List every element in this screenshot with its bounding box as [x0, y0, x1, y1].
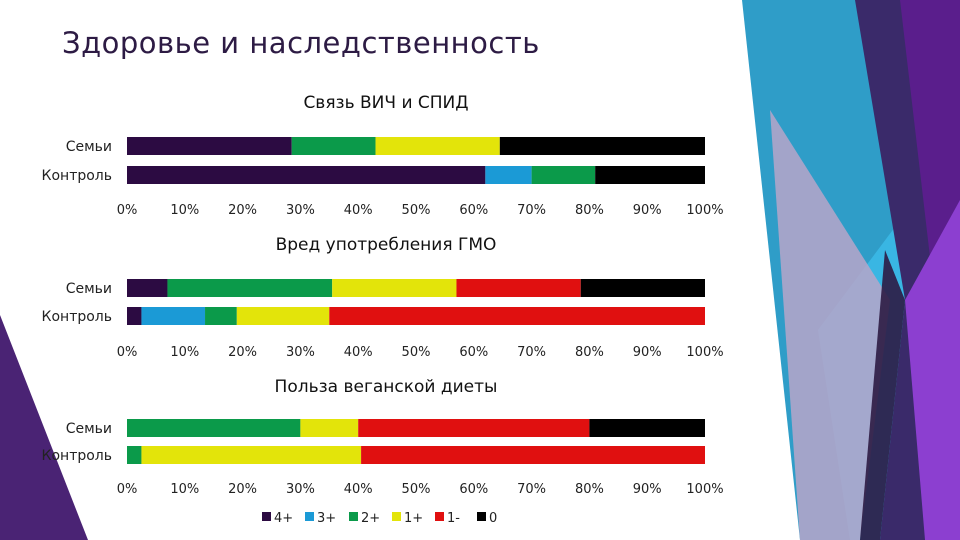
legend-swatch	[392, 512, 401, 521]
legend: 4+ 3+ 2+ 1+ 1- 0	[262, 511, 497, 526]
bar-segment	[205, 307, 237, 325]
x-tick-label: 50%	[402, 345, 431, 360]
bar-segment	[589, 419, 705, 437]
legend-swatch	[349, 512, 358, 521]
category-label: Семьи	[66, 421, 112, 437]
bar-segment	[499, 137, 705, 155]
x-tick-label: 70%	[517, 345, 546, 360]
bar-segment	[127, 307, 142, 325]
x-tick-label: 80%	[575, 203, 604, 218]
bar-segment	[531, 166, 596, 184]
x-tick-label: 50%	[402, 482, 431, 497]
chart-3: Польза веганской диеты Семьи Контроль 0% 10%…	[42, 377, 724, 497]
bar-segment	[456, 279, 581, 297]
x-tick-label: 60%	[459, 345, 488, 360]
x-tick-label: 60%	[459, 203, 488, 218]
bar-segment	[595, 166, 705, 184]
x-tick-label: 30%	[286, 345, 315, 360]
category-label: Контроль	[42, 448, 112, 464]
x-tick-label: 20%	[228, 482, 257, 497]
bar-segment	[291, 137, 376, 155]
x-tick-label: 90%	[633, 482, 662, 497]
legend-label: 1+	[404, 511, 423, 526]
bar-segment	[127, 279, 168, 297]
bar-segment	[236, 307, 330, 325]
slide-title: Здоровье и наследственность	[62, 26, 540, 60]
legend-swatch	[435, 512, 444, 521]
chart-title: Вред употребления ГМО	[276, 235, 497, 255]
deco-violet	[905, 200, 960, 540]
legend-swatch	[477, 512, 486, 521]
x-tick-label: 80%	[575, 482, 604, 497]
bar-segment	[332, 279, 457, 297]
x-tick-label: 30%	[286, 482, 315, 497]
chart-title: Связь ВИЧ и СПИД	[303, 93, 468, 113]
bar-segment	[300, 419, 359, 437]
x-tick-label: 20%	[228, 345, 257, 360]
x-tick-label: 0%	[117, 203, 138, 218]
x-tick-label: 70%	[517, 482, 546, 497]
chart-title: Польза веганской диеты	[275, 377, 498, 397]
bar-segment	[127, 419, 301, 437]
bar-segment	[127, 166, 486, 184]
x-tick-label: 90%	[633, 203, 662, 218]
bar-segment	[580, 279, 705, 297]
x-tick-label: 90%	[633, 345, 662, 360]
chart-2: Вред употребления ГМО Семьи Контроль 0% 10% 2…	[42, 235, 724, 360]
x-tick-label: 80%	[575, 345, 604, 360]
bar-segment	[358, 419, 590, 437]
bar-segment	[361, 446, 705, 464]
x-tick-label: 10%	[170, 482, 199, 497]
x-tick-label: 0%	[117, 482, 138, 497]
category-label: Контроль	[42, 168, 112, 184]
x-tick-label: 60%	[459, 482, 488, 497]
bar-segment	[329, 307, 705, 325]
legend-label: 4+	[274, 511, 293, 526]
deco-lavender	[770, 110, 890, 540]
x-tick-label: 100%	[686, 345, 723, 360]
x-tick-label: 40%	[344, 345, 373, 360]
x-tick-label: 50%	[402, 203, 431, 218]
category-label: Семьи	[66, 281, 112, 297]
bar-segment	[141, 446, 362, 464]
category-label: Контроль	[42, 309, 112, 325]
x-tick-label: 100%	[686, 203, 723, 218]
deco-dark-strip	[860, 250, 905, 540]
x-tick-label: 0%	[117, 345, 138, 360]
legend-label: 0	[489, 511, 497, 526]
x-tick-label: 100%	[686, 482, 723, 497]
legend-swatch	[262, 512, 271, 521]
x-tick-label: 10%	[170, 345, 199, 360]
x-tick-label: 40%	[344, 482, 373, 497]
bar-segment	[375, 137, 500, 155]
legend-label: 3+	[317, 511, 336, 526]
deco-left-triangle	[0, 315, 88, 540]
bar-segment	[127, 137, 292, 155]
x-tick-label: 30%	[286, 203, 315, 218]
legend-label: 2+	[361, 511, 380, 526]
x-tick-label: 20%	[228, 203, 257, 218]
bar-segment	[127, 446, 142, 464]
bar-segment	[141, 307, 206, 325]
category-label: Семьи	[66, 139, 112, 155]
legend-swatch	[305, 512, 314, 521]
bar-segment	[485, 166, 532, 184]
x-tick-label: 70%	[517, 203, 546, 218]
legend-label: 1-	[447, 511, 460, 526]
x-tick-label: 10%	[170, 203, 199, 218]
bar-segment	[167, 279, 333, 297]
x-tick-label: 40%	[344, 203, 373, 218]
chart-1: Связь ВИЧ и СПИД Семьи Контроль 0% 10% 20% 30%…	[42, 93, 724, 218]
